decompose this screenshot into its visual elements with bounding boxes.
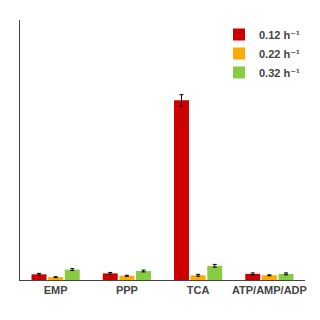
svg-text:ATP/AMP/ADP: ATP/AMP/ADP (232, 284, 307, 296)
svg-text:TCA: TCA (187, 284, 210, 296)
svg-text:PPP: PPP (116, 284, 138, 296)
svg-text:0.32 h⁻¹: 0.32 h⁻¹ (259, 67, 300, 79)
svg-text:0.12 h⁻¹: 0.12 h⁻¹ (259, 29, 300, 41)
svg-text:0.22 h⁻¹: 0.22 h⁻¹ (259, 48, 300, 60)
svg-text:EMP: EMP (44, 284, 68, 296)
